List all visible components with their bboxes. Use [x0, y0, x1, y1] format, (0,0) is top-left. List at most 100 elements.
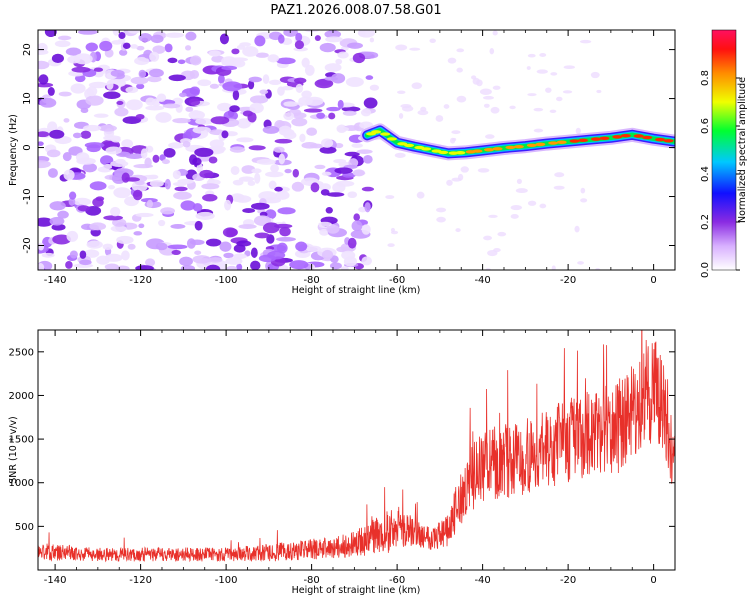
noise-blob: [556, 96, 563, 102]
colorbar-tick-label: 0.6: [700, 118, 711, 134]
noise-blob: [477, 168, 490, 173]
noise-blob: [158, 219, 166, 227]
noise-blob: [242, 110, 253, 117]
noise-blob: [134, 180, 145, 186]
noise-blob: [361, 51, 379, 59]
noise-blob: [112, 218, 127, 227]
noise-blob: [295, 83, 304, 93]
noise-blob: [274, 186, 283, 192]
noise-blob: [284, 168, 292, 174]
noise-blob: [185, 45, 192, 51]
signal-peak: [612, 135, 623, 139]
signal-peak: [386, 137, 397, 141]
noise-blob: [38, 242, 45, 251]
noise-blob: [492, 30, 498, 36]
noise-blob: [254, 232, 270, 239]
noise-blob: [172, 182, 187, 187]
noise-blob: [351, 220, 363, 232]
noise-blob: [140, 148, 148, 159]
y-tick-label: 2500: [9, 347, 34, 358]
noise-blob: [250, 247, 258, 258]
noise-blob: [533, 107, 544, 112]
y-tick-label: 1500: [9, 435, 34, 446]
noise-blob: [256, 158, 276, 165]
x-tick-label: -140: [44, 275, 67, 286]
noise-blob: [38, 74, 49, 85]
noise-blob: [527, 53, 536, 58]
noise-blob: [47, 87, 55, 96]
colorbar-tick-label: 0.4: [700, 166, 711, 182]
noise-blob: [436, 207, 447, 213]
noise-blob: [554, 172, 565, 178]
signal-peak: [492, 147, 503, 151]
spectrogram-frame: [37, 29, 676, 271]
noise-blob: [527, 200, 537, 206]
noise-blob: [255, 52, 269, 58]
noise-blob: [319, 146, 337, 154]
noise-blob: [249, 102, 264, 114]
noise-blob: [147, 75, 162, 83]
noise-blob: [363, 155, 373, 164]
signal-peak: [633, 134, 644, 138]
noise-blob: [527, 93, 537, 97]
noise-blob: [479, 88, 492, 95]
noise-blob: [77, 30, 98, 35]
signal-peak: [578, 138, 589, 143]
snr-frame: [37, 329, 676, 571]
noise-blob: [80, 107, 89, 114]
y-tick-label: 20: [22, 43, 33, 56]
spectrogram-ylabel: Frequency (Hz): [8, 114, 19, 186]
noise-blob: [161, 159, 170, 165]
x-tick-label: -20: [560, 575, 576, 586]
noise-blob: [111, 40, 123, 45]
noise-blob: [57, 35, 72, 41]
noise-blob: [324, 30, 342, 39]
noise-blob: [319, 42, 336, 53]
noise-blob: [324, 63, 342, 72]
noise-blob: [192, 255, 212, 264]
noise-blob: [179, 256, 193, 267]
noise-blob: [70, 83, 86, 94]
signal-peak: [472, 149, 483, 153]
noise-blob: [210, 116, 230, 125]
noise-blob: [483, 235, 493, 241]
noise-blob: [270, 164, 279, 173]
noise-blob: [225, 257, 243, 265]
noise-blob: [226, 265, 238, 270]
noise-blob: [265, 171, 284, 178]
noise-blob: [65, 260, 73, 269]
noise-blob: [596, 89, 602, 94]
noise-blob: [168, 142, 184, 149]
noise-blob: [347, 237, 357, 249]
noise-blob: [146, 199, 154, 208]
noise-blob: [41, 252, 55, 258]
noise-blob: [549, 109, 557, 113]
noise-blob: [274, 138, 293, 144]
noise-blob: [562, 90, 573, 94]
noise-blob: [262, 74, 270, 85]
noise-blob: [276, 242, 288, 254]
noise-blob: [125, 86, 139, 94]
spectrogram-plot-area: [38, 30, 675, 270]
x-tick-label: -60: [389, 275, 405, 286]
noise-blob: [223, 252, 234, 259]
noise-blob: [65, 47, 82, 56]
noise-blob: [177, 59, 186, 65]
signal-peak: [556, 140, 567, 144]
noise-blob: [185, 31, 197, 41]
noise-blob: [44, 30, 57, 37]
noise-blob: [217, 74, 225, 84]
signal-peak: [526, 143, 537, 148]
noise-blob: [279, 128, 295, 136]
noise-blob: [71, 66, 91, 73]
noise-blob: [283, 101, 298, 107]
noise-blob: [222, 81, 243, 92]
noise-blob: [267, 250, 286, 260]
noise-blob: [126, 99, 143, 111]
noise-blob: [110, 225, 127, 232]
noise-blob: [121, 139, 134, 149]
figure-title: PAZ1.2026.008.07.58.G01: [270, 3, 441, 18]
signal-peak: [455, 151, 466, 155]
noise-blob: [130, 44, 139, 49]
